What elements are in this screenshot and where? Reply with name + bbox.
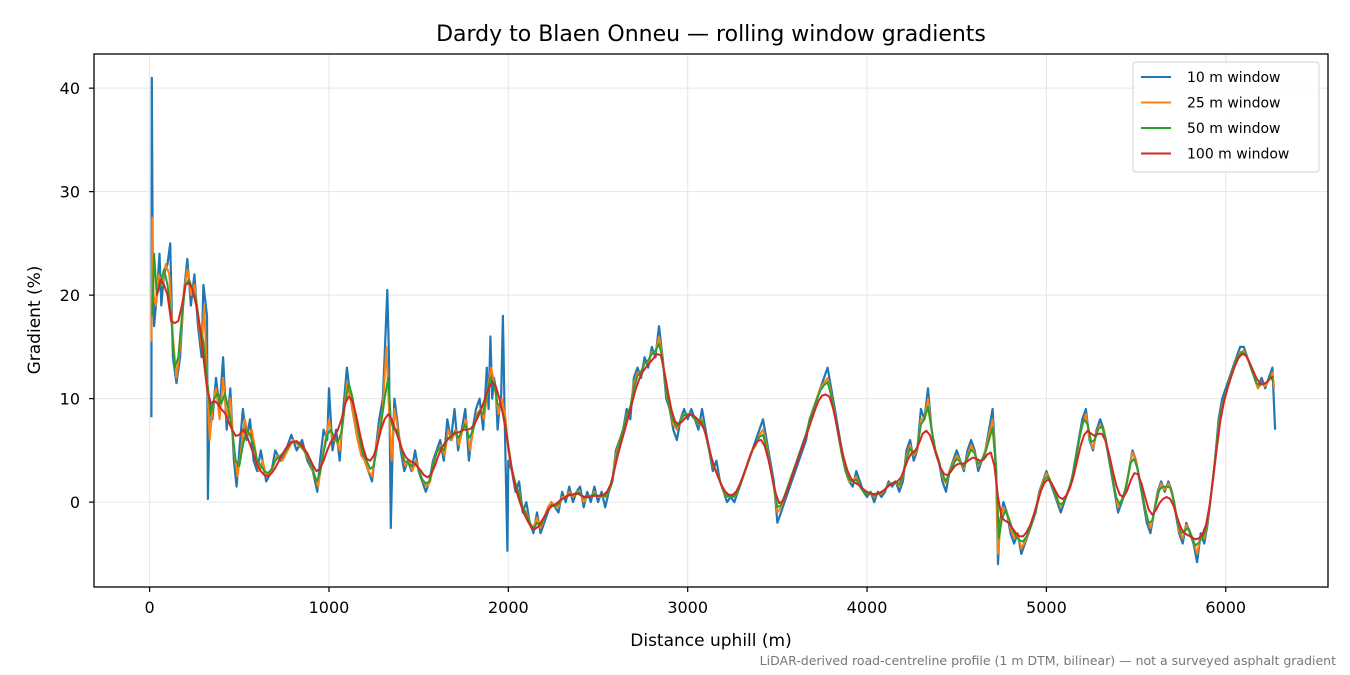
axes: 0 1000 2000 3000 4000 5000 6000 0 10 20 30 40 <box>60 53 1329 617</box>
grid <box>94 54 1328 587</box>
series-lines <box>150 76 1277 566</box>
legend-label: 50 m window <box>1187 121 1280 137</box>
series-line-4 <box>155 278 1274 541</box>
y-axis-label: Gradient (%) <box>25 266 45 375</box>
y-tick-label: 30 <box>60 183 80 202</box>
y-tick-label: 40 <box>60 79 80 98</box>
legend-label: 100 m window <box>1187 147 1289 163</box>
legend-label: 25 m window <box>1187 96 1280 112</box>
legend-box <box>1132 61 1320 173</box>
x-tick-label: 5000 <box>1026 598 1067 617</box>
x-tick-label: 1000 <box>309 598 350 617</box>
y-tick-label: 0 <box>70 493 80 512</box>
legend-label: 10 m window <box>1187 70 1280 86</box>
y-tick-label: 10 <box>60 390 80 409</box>
x-tick-label: 3000 <box>667 598 708 617</box>
y-tick-label: 20 <box>60 286 80 305</box>
chart-title: Dardy to Blaen Onneu — rolling window gr… <box>436 22 986 47</box>
plot-frame <box>93 53 1329 588</box>
x-tick-label: 2000 <box>488 598 529 617</box>
x-axis-label: Distance uphill (m) <box>630 631 791 651</box>
x-tick-label: 4000 <box>847 598 888 617</box>
x-tick-label: 0 <box>145 598 155 617</box>
legend: 10 m window 25 m window 50 m window 100 m w… <box>1132 61 1320 173</box>
footnote: LiDAR-derived road-centreline profile (1… <box>760 653 1336 668</box>
x-tick-label: 6000 <box>1205 598 1246 617</box>
